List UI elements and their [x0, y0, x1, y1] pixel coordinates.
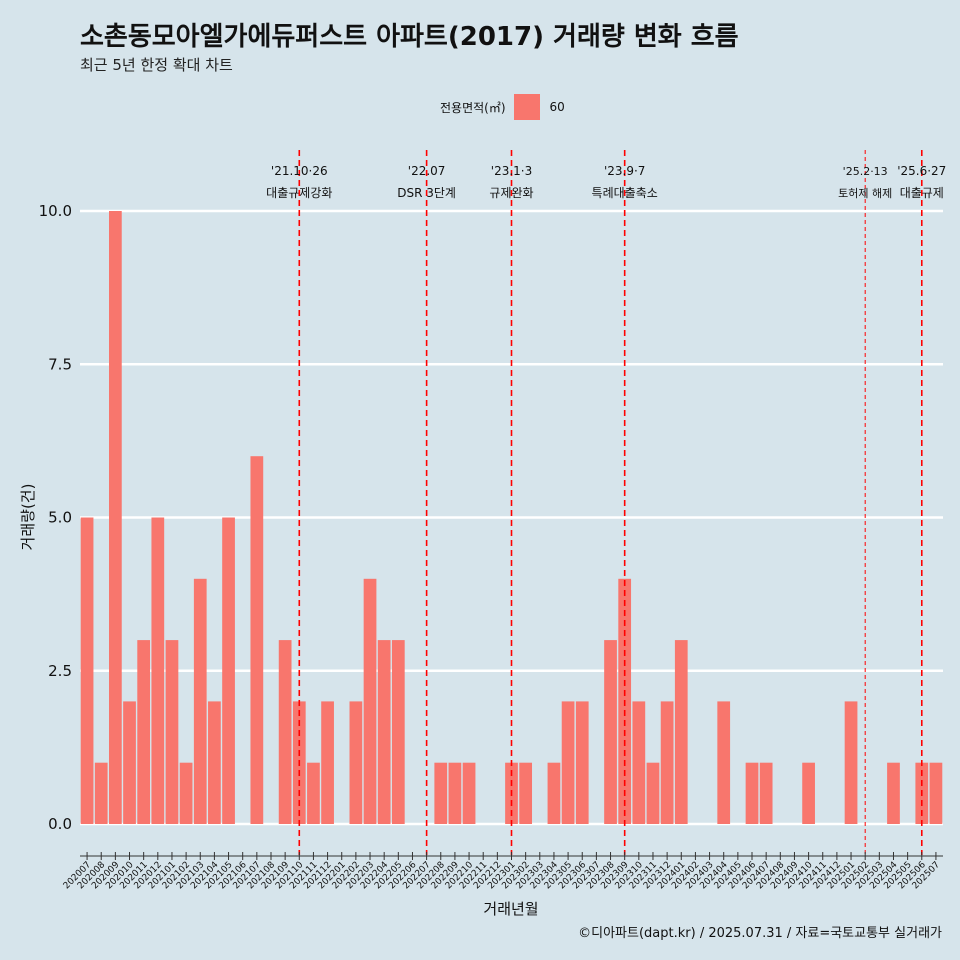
bar	[222, 517, 235, 824]
annotation-date: '21.10·26	[271, 164, 328, 178]
bar	[660, 701, 674, 824]
bar	[759, 762, 773, 824]
bar	[80, 517, 94, 824]
bar	[109, 211, 122, 824]
bar	[434, 762, 448, 824]
bar	[179, 762, 193, 824]
source-caption: ©디아파트(dapt.kr) / 2025.07.31 / 자료=국토교통부 실…	[578, 926, 942, 941]
bar	[717, 701, 731, 824]
bar	[137, 640, 151, 824]
annotation-label: 토허제 해제	[838, 186, 892, 200]
bar	[745, 762, 759, 824]
x-axis-label: 거래년월	[483, 900, 538, 918]
y-tick-label: 0.0	[48, 815, 72, 833]
annotation-date: '22.07	[408, 164, 446, 178]
annotation-date: '23.9·7	[604, 164, 645, 178]
y-axis-label: 거래량(건)	[19, 484, 37, 551]
legend: 전용면적(㎡) 60	[440, 94, 565, 120]
bar	[929, 762, 943, 824]
annotation-date: '25.6·27	[897, 164, 946, 178]
y-tick-label: 10.0	[39, 202, 72, 220]
bar	[547, 762, 561, 824]
annotation-label: 특례대출축소	[592, 186, 658, 200]
y-tick-label: 7.5	[48, 355, 72, 373]
bar	[151, 517, 165, 824]
annotation-label: 대출규제강화	[266, 186, 332, 200]
annotation-label: 대출규제	[900, 186, 944, 200]
bar	[391, 640, 405, 824]
bar	[250, 456, 264, 824]
annotation-label: DSR 3단계	[397, 186, 456, 200]
bar	[123, 701, 136, 824]
bar	[674, 640, 688, 824]
bar	[646, 762, 660, 824]
bar	[604, 640, 617, 824]
bar	[802, 762, 815, 824]
bar	[349, 701, 363, 824]
y-tick-label: 5.0	[48, 509, 72, 527]
bar	[278, 640, 292, 824]
bar	[519, 762, 533, 824]
bar	[307, 762, 320, 824]
annotations: '21.10·26 대출규제강화 '22.07 DSR 3단계 '23.1·3 규제완화 '…	[266, 150, 946, 855]
bar	[844, 701, 858, 824]
bar	[575, 701, 589, 824]
bar	[377, 640, 391, 824]
bar	[363, 578, 377, 824]
bar	[165, 640, 179, 824]
bar	[208, 701, 221, 824]
bar	[193, 578, 207, 824]
chart-subtitle: 최근 5년 한정 확대 차트	[80, 56, 233, 74]
y-tick-label: 2.5	[48, 662, 72, 680]
legend-swatch	[513, 94, 540, 120]
bar	[887, 762, 900, 824]
annotation-date: '23.1·3	[491, 164, 532, 178]
legend-item-label: 60	[549, 100, 565, 114]
annotation-date: '25.2·13	[843, 165, 888, 178]
bar	[448, 762, 462, 824]
bar	[632, 701, 646, 824]
legend-title: 전용면적(㎡)	[440, 100, 506, 115]
bar	[561, 701, 575, 824]
bar	[94, 762, 108, 824]
annotation-label: 규제완화	[489, 186, 533, 200]
chart-title: 소촌동모아엘가에듀퍼스트 아파트(2017) 거래량 변화 흐름	[80, 22, 739, 52]
bar	[462, 762, 476, 824]
bar	[321, 701, 334, 824]
